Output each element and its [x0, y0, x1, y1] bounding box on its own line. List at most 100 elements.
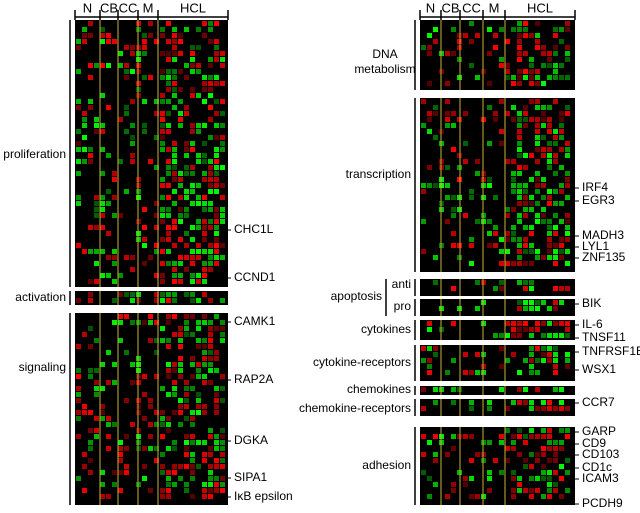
cell	[172, 267, 177, 272]
cell	[523, 306, 528, 311]
cell	[88, 298, 93, 303]
cell	[535, 171, 540, 176]
cell	[178, 332, 183, 337]
cell	[178, 255, 183, 260]
cell	[547, 195, 552, 200]
cell	[208, 261, 213, 266]
cell	[475, 352, 480, 357]
cell	[190, 298, 195, 303]
cell	[547, 147, 552, 152]
cell	[76, 410, 81, 415]
cell	[541, 494, 546, 499]
cell	[196, 464, 201, 469]
cell	[196, 344, 201, 349]
cell	[142, 75, 147, 80]
cell	[433, 346, 438, 351]
cell	[94, 123, 99, 128]
gene-label: DGKA	[234, 433, 268, 447]
cell	[160, 249, 165, 254]
cell	[190, 410, 195, 415]
cell	[445, 111, 450, 116]
cell	[88, 225, 93, 230]
cell	[88, 446, 93, 451]
cell	[469, 458, 474, 463]
cell	[523, 207, 528, 212]
cell	[523, 358, 528, 363]
cell	[202, 177, 207, 182]
cell	[154, 446, 159, 451]
cell	[487, 243, 492, 248]
cell	[547, 153, 552, 158]
cell	[124, 470, 129, 475]
cell	[220, 81, 225, 86]
cell	[94, 279, 99, 284]
cell	[553, 458, 558, 463]
cell	[202, 225, 207, 230]
cell	[535, 300, 540, 305]
cell	[535, 346, 540, 351]
cell	[553, 213, 558, 218]
cell	[100, 63, 105, 68]
cell	[541, 428, 546, 433]
cell	[499, 333, 504, 338]
cell	[214, 398, 219, 403]
cell	[202, 440, 207, 445]
cell	[100, 470, 105, 475]
cell	[172, 165, 177, 170]
cell	[529, 99, 534, 104]
cell	[172, 380, 177, 385]
cell	[220, 374, 225, 379]
cell	[172, 482, 177, 487]
cell	[523, 111, 528, 116]
cell	[172, 69, 177, 74]
cell	[172, 464, 177, 469]
cell	[565, 428, 570, 433]
cell	[112, 255, 117, 260]
cell	[196, 404, 201, 409]
cell	[541, 219, 546, 224]
cell	[214, 386, 219, 391]
cell	[106, 494, 111, 499]
cell	[148, 338, 153, 343]
cell	[433, 135, 438, 140]
cell	[511, 207, 516, 212]
cell	[523, 117, 528, 122]
cell	[433, 105, 438, 110]
cell	[529, 352, 534, 357]
cell	[214, 410, 219, 415]
cell	[82, 135, 87, 140]
cell	[487, 231, 492, 236]
cell	[82, 123, 87, 128]
cell	[202, 99, 207, 104]
cell	[76, 39, 81, 44]
section-label: transcription	[346, 167, 411, 181]
cell	[535, 476, 540, 481]
cell	[535, 201, 540, 206]
cell	[118, 320, 123, 325]
cell	[559, 476, 564, 481]
cell	[517, 213, 522, 218]
cell	[547, 231, 552, 236]
cell	[469, 243, 474, 248]
cell	[184, 153, 189, 158]
cell	[451, 286, 456, 291]
cell	[517, 57, 522, 62]
cell	[130, 380, 135, 385]
cell	[505, 249, 510, 254]
cell	[445, 123, 450, 128]
cell	[475, 280, 480, 285]
cell	[190, 494, 195, 499]
cell	[517, 123, 522, 128]
cell	[94, 195, 99, 200]
cell	[529, 195, 534, 200]
cell	[190, 255, 195, 260]
cell	[154, 273, 159, 278]
cell	[112, 380, 117, 385]
cell	[517, 69, 522, 74]
cell	[511, 261, 516, 266]
cell	[541, 63, 546, 68]
cell	[106, 422, 111, 427]
cell	[535, 81, 540, 86]
cell	[541, 255, 546, 260]
cell	[553, 255, 558, 260]
